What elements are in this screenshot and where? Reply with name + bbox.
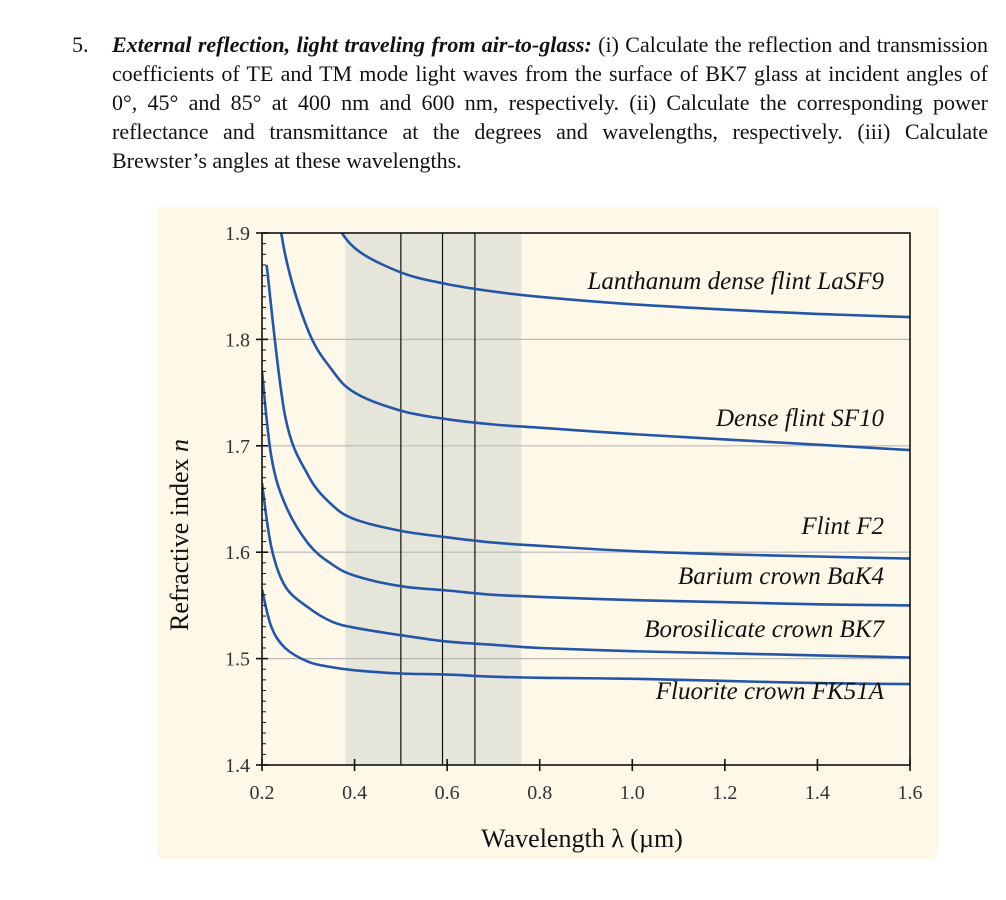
x-axis-label: Wavelength λ (µm): [481, 824, 683, 853]
series-label-2: Flint F2: [800, 513, 884, 540]
visible-band: [345, 233, 522, 765]
problem-statement: 5. External reflection, light traveling …: [72, 30, 988, 175]
x-tick-label: 1.6: [898, 782, 923, 804]
series-curve-5: [262, 589, 910, 686]
x-tick-label: 1.0: [620, 782, 645, 804]
x-tick-label: 0.4: [342, 782, 367, 804]
problem-lead: External reflection, light traveling fro…: [112, 32, 592, 57]
series-curve-1: [279, 233, 910, 452]
y-tick-label: 1.6: [225, 542, 250, 564]
x-tick-label: 0.2: [250, 782, 275, 804]
y-tick-label: 1.7: [225, 436, 250, 458]
series-label-3: Barium crown BaK4: [678, 563, 884, 590]
series-curve-3: [262, 371, 910, 607]
x-tick-label: 1.4: [805, 782, 830, 804]
problem-body: External reflection, light traveling fro…: [112, 30, 988, 175]
x-tick-label: 0.6: [435, 782, 460, 804]
y-tick-label: 1.8: [225, 329, 250, 351]
series-curve-2: [265, 264, 910, 560]
problem-number: 5.: [72, 32, 89, 57]
figure-panel: 1.4 1.5 1.6 1.7 1.8 1.9 0.2 0.4 0.6 0.8 1.0 1.2 1.4…: [158, 207, 938, 859]
y-axis-label: Refractive index n: [165, 439, 194, 631]
x-tick-label: 0.8: [527, 782, 552, 804]
problem-text: (i) Calculate the reflection and transmi…: [112, 32, 988, 173]
series-curve-0: [340, 233, 910, 319]
series-curve-4: [262, 482, 910, 659]
y-tick-label: 1.5: [225, 649, 250, 671]
dispersion-chart: 1.4 1.5 1.6 1.7 1.8 1.9 0.2 0.4 0.6 0.8 1.0 1.2 1.4…: [165, 223, 923, 853]
series-label-1: Dense flint SF10: [715, 405, 885, 432]
series-label-5: Fluorite crown FK51A: [655, 678, 885, 705]
y-axis-label-text: Refractive index: [165, 452, 194, 631]
y-tick-label: 1.9: [225, 223, 250, 245]
series-label-4: Borosilicate crown BK7: [644, 616, 885, 643]
x-tick-label: 1.2: [712, 782, 737, 804]
series-label-0: Lanthanum dense flint LaSF9: [586, 268, 884, 295]
y-axis-label-var: n: [165, 439, 194, 452]
y-tick-label: 1.4: [225, 755, 250, 777]
